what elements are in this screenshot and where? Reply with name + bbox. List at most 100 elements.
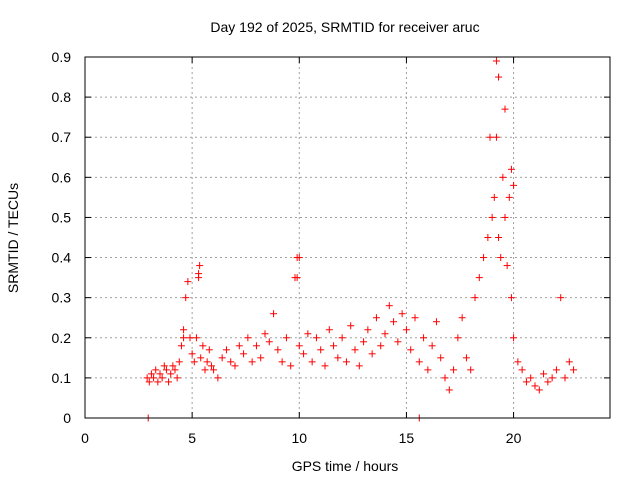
- data-point: [190, 358, 198, 366]
- data-point: [497, 254, 505, 262]
- data-point: [295, 254, 303, 262]
- data-point: [177, 342, 185, 350]
- data-point: [507, 294, 515, 302]
- data-point: [338, 334, 346, 342]
- data-point: [334, 354, 342, 362]
- data-point: [186, 334, 194, 342]
- data-point: [158, 374, 166, 382]
- data-point: [471, 294, 479, 302]
- y-tick-label: 0.4: [52, 250, 72, 266]
- data-point: [312, 334, 320, 342]
- x-tick-label: 20: [506, 430, 522, 446]
- data-point: [180, 326, 188, 334]
- data-point: [458, 314, 466, 322]
- data-point: [368, 350, 376, 358]
- data-point: [287, 362, 295, 370]
- x-tick-label: 10: [291, 430, 307, 446]
- data-point: [222, 346, 230, 354]
- data-point: [505, 193, 513, 201]
- y-tick-label: 0.1: [52, 370, 72, 386]
- data-point: [257, 354, 265, 362]
- data-point: [175, 358, 183, 366]
- data-point: [304, 330, 312, 338]
- data-point: [402, 326, 410, 334]
- data-point: [330, 342, 338, 350]
- data-point: [398, 310, 406, 318]
- data-point: [270, 310, 278, 318]
- data-point: [441, 374, 449, 382]
- data-point: [501, 105, 509, 113]
- chart-title: Day 192 of 2025, SRMTID for receiver aru…: [210, 19, 479, 35]
- y-tick-label: 0.5: [52, 209, 72, 225]
- data-point: [432, 318, 440, 326]
- y-tick-label: 0.7: [52, 129, 72, 145]
- data-point: [467, 366, 475, 374]
- data-point: [235, 342, 243, 350]
- data-point: [480, 254, 488, 262]
- data-point: [152, 366, 160, 374]
- data-point: [364, 326, 372, 334]
- data-point: [462, 354, 470, 362]
- grid-lines: [85, 57, 610, 418]
- data-point: [548, 374, 556, 382]
- data-point: [570, 366, 578, 374]
- data-point: [145, 378, 153, 386]
- data-point: [486, 133, 494, 141]
- plot-frame: [84, 56, 611, 419]
- y-tick-label: 0.9: [52, 49, 72, 65]
- data-point: [377, 342, 385, 350]
- data-point: [510, 181, 518, 189]
- data-point: [321, 362, 329, 370]
- data-point: [293, 274, 301, 282]
- data-point: [531, 382, 539, 390]
- y-tick-label: 0.3: [52, 290, 72, 306]
- data-point: [492, 57, 500, 65]
- data-point: [207, 362, 215, 370]
- data-point: [278, 358, 286, 366]
- data-point: [381, 330, 389, 338]
- data-point: [210, 366, 218, 374]
- data-point: [565, 358, 573, 366]
- data-point: [437, 354, 445, 362]
- data-point: [192, 334, 200, 342]
- data-point: [143, 374, 151, 382]
- y-tick-label: 0.2: [52, 330, 72, 346]
- data-point: [203, 358, 211, 366]
- data-point: [231, 362, 239, 370]
- data-point: [411, 314, 419, 322]
- data-point: [197, 354, 205, 362]
- data-point: [252, 342, 260, 350]
- data-point: [372, 314, 380, 322]
- data-point: [394, 338, 402, 346]
- y-tick-label: 0.6: [52, 169, 72, 185]
- data-point: [308, 358, 316, 366]
- data-point: [342, 358, 350, 366]
- data-points: [143, 57, 578, 422]
- data-point: [265, 338, 273, 346]
- y-tick-label: 0: [63, 410, 71, 426]
- data-point: [507, 165, 515, 173]
- data-point: [484, 234, 492, 241]
- data-point: [325, 326, 333, 334]
- data-point: [214, 374, 222, 382]
- data-point: [199, 342, 207, 350]
- data-point: [227, 358, 235, 366]
- data-point: [510, 334, 518, 342]
- axis-ticks: 0 0.1 0.2 0.3 0.4 0.5 0.6 0.7 0.8 0.9 0 5 10 15 20: [52, 49, 610, 446]
- data-point: [557, 294, 565, 302]
- x-tick-label: 15: [399, 430, 415, 446]
- y-tick-label: 0.8: [52, 89, 72, 105]
- data-point: [274, 346, 282, 354]
- x-axis-label: GPS time / hours: [292, 458, 399, 474]
- data-point: [499, 173, 507, 181]
- data-point: [195, 274, 203, 282]
- data-point: [244, 334, 252, 342]
- data-point: [428, 342, 436, 350]
- data-point: [300, 350, 308, 358]
- data-point: [317, 346, 325, 354]
- data-point: [147, 370, 155, 378]
- data-point: [360, 338, 368, 346]
- data-point: [154, 378, 162, 386]
